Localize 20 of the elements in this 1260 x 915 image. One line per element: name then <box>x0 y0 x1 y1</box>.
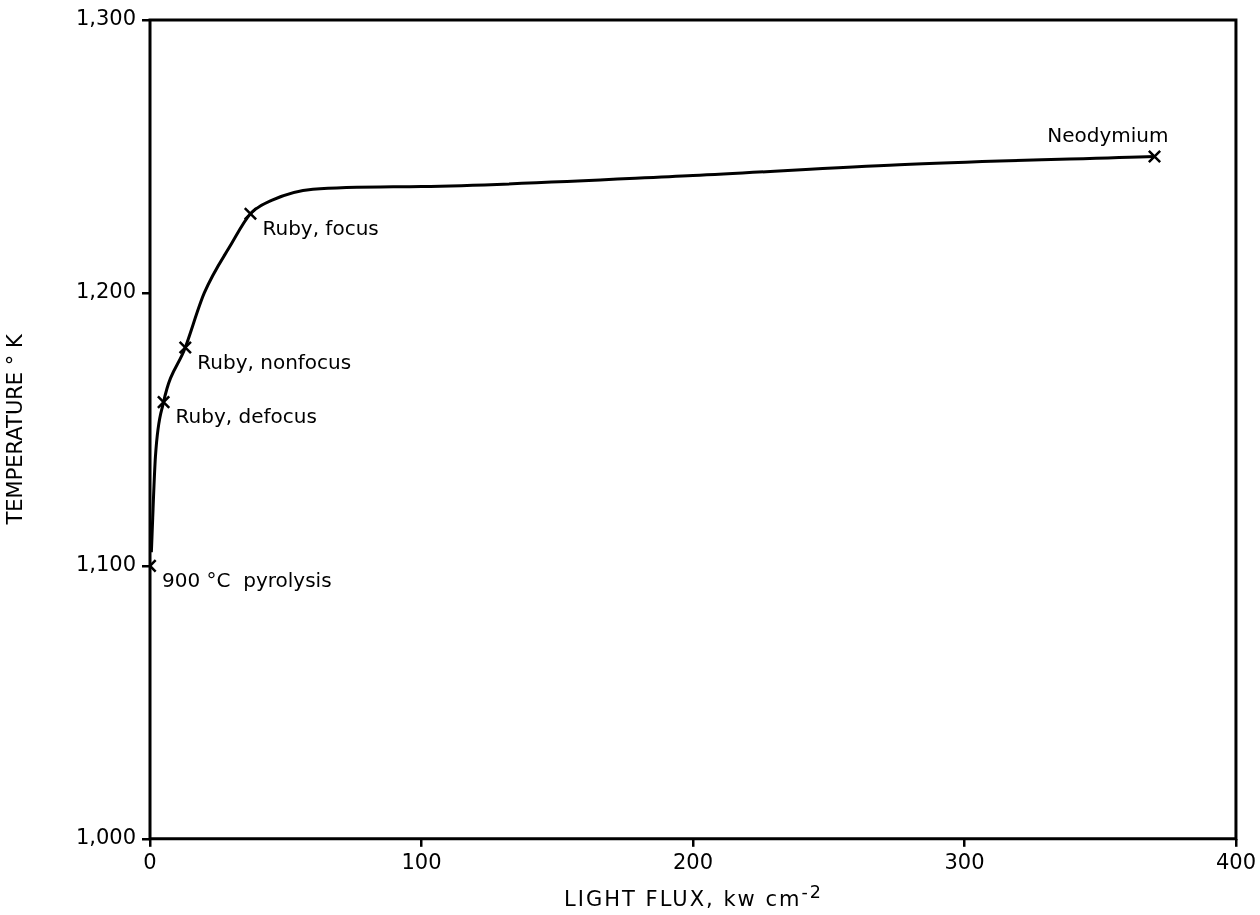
y-tick-label: 1,200 <box>75 279 136 304</box>
point <box>156 395 171 410</box>
x-tick-label: 300 <box>944 849 985 874</box>
annotation: Ruby, defocus <box>175 404 317 429</box>
x-axis-title: LIGHT FLUX, kw cm$^{-2}$ <box>563 882 824 911</box>
point <box>178 340 193 355</box>
point <box>243 206 258 221</box>
annotation: Ruby, focus <box>262 215 379 240</box>
annotation: 900 °C pyrolysis <box>162 568 332 593</box>
x-tick-label: 400 <box>1215 849 1257 874</box>
y-tick-label: 1,300 <box>75 6 136 31</box>
y-axis-title: TEMPERATURE ° K <box>3 333 28 526</box>
point <box>1147 149 1162 164</box>
x-tick-label: 0 <box>143 849 157 874</box>
x-tick-label: 100 <box>401 849 442 874</box>
y-tick-label: 1,100 <box>75 552 136 577</box>
annotation: Ruby, nonfocus <box>197 349 352 374</box>
x-tick-label: 200 <box>672 849 714 874</box>
y-tick-label: 1,000 <box>75 825 136 850</box>
annotation: Neodymium <box>1047 122 1169 147</box>
